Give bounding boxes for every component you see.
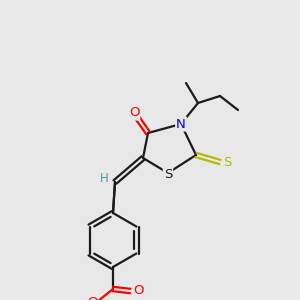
Text: O: O [133, 284, 143, 298]
Text: S: S [223, 155, 231, 169]
Text: S: S [164, 167, 172, 181]
Text: O: O [87, 296, 97, 300]
Text: H: H [100, 172, 108, 184]
Text: N: N [176, 118, 186, 130]
Text: O: O [129, 106, 139, 119]
